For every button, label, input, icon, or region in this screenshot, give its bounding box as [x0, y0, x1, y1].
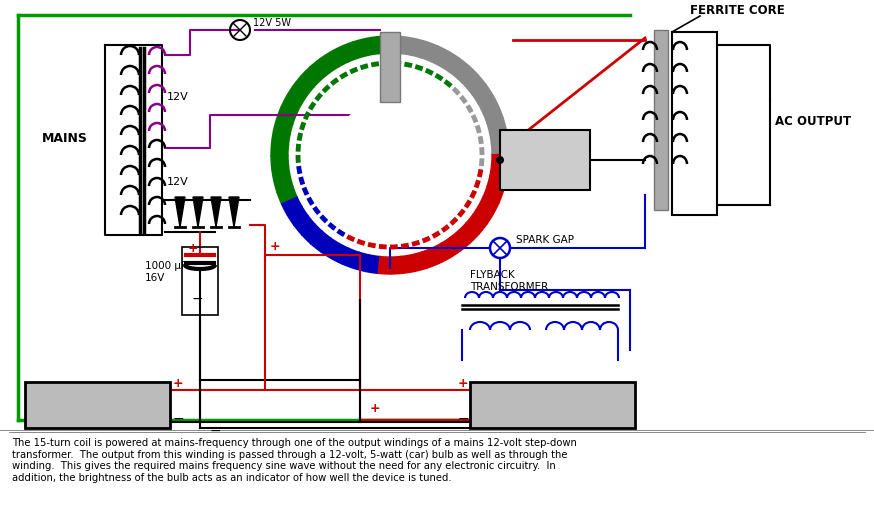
- Text: SPARK GAP: SPARK GAP: [516, 235, 574, 245]
- Text: FERRITE CORE: FERRITE CORE: [690, 4, 785, 17]
- Text: CIRCUIT 1: CIRCUIT 1: [63, 399, 132, 412]
- Text: The 15-turn coil is powered at mains-frequency through one of the output winding: The 15-turn coil is powered at mains-fre…: [12, 438, 577, 483]
- Text: 1000 μF
16V: 1000 μF 16V: [145, 261, 187, 283]
- Text: FLYBACK
TRANSFORMER: FLYBACK TRANSFORMER: [470, 270, 548, 292]
- Circle shape: [496, 156, 504, 164]
- Text: 12V: 12V: [167, 177, 189, 187]
- Text: MAINS: MAINS: [42, 131, 88, 144]
- Polygon shape: [193, 197, 203, 227]
- Text: AC OUTPUT: AC OUTPUT: [775, 115, 851, 128]
- Text: CIRCUIT 2: CIRCUIT 2: [518, 399, 586, 412]
- Bar: [380, 32, 400, 102]
- Polygon shape: [211, 197, 221, 227]
- Text: 12V 5W: 12V 5W: [253, 18, 291, 28]
- Bar: [182, 247, 218, 315]
- Text: +: +: [270, 240, 281, 253]
- Bar: [25, 382, 170, 428]
- Text: +: +: [188, 242, 198, 255]
- Text: −: −: [173, 412, 184, 426]
- Polygon shape: [229, 197, 239, 227]
- Bar: [654, 30, 668, 210]
- Text: Earth
connection: Earth connection: [504, 149, 562, 171]
- Circle shape: [334, 99, 446, 211]
- Text: +: +: [173, 377, 184, 390]
- Text: +: +: [370, 402, 380, 415]
- Text: −: −: [458, 412, 469, 426]
- Text: +: +: [458, 377, 468, 390]
- Text: −: −: [192, 292, 204, 306]
- Text: −: −: [210, 424, 222, 438]
- Polygon shape: [175, 197, 185, 227]
- Bar: [500, 130, 590, 190]
- Bar: [672, 32, 717, 215]
- Bar: [470, 382, 635, 428]
- Text: 12V: 12V: [167, 92, 189, 102]
